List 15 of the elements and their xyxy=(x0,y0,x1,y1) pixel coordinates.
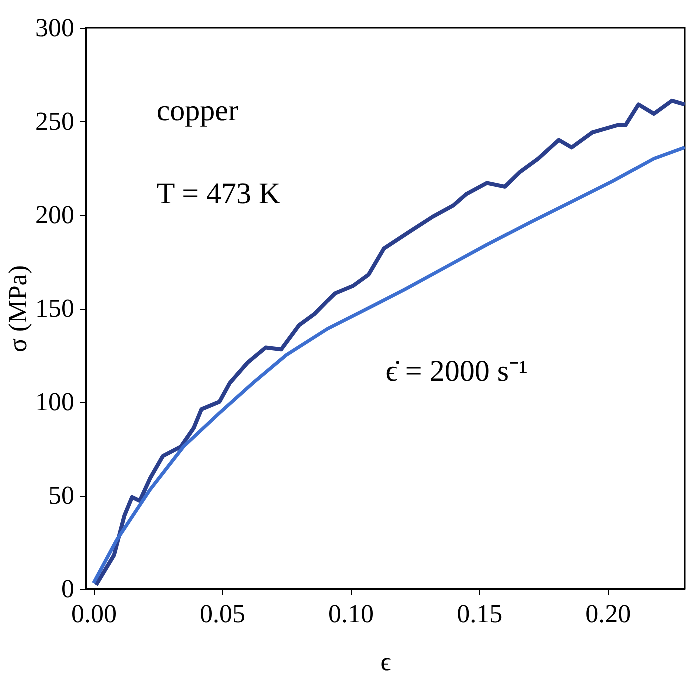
y-axis-title: σ (MPa) xyxy=(4,266,32,352)
x-tick-label: 0.05 xyxy=(200,600,246,628)
y-tick-label: 100 xyxy=(36,388,74,416)
y-tick-label: 50 xyxy=(48,481,74,510)
x-tick-label: 0.15 xyxy=(457,600,503,628)
annotation: ϵ̇ = 2000 s⁻¹ xyxy=(386,355,528,388)
x-tick-label: 0.10 xyxy=(328,600,374,628)
y-tick-label: 250 xyxy=(36,107,74,136)
y-tick-label: 200 xyxy=(36,200,74,230)
x-tick-label: 0.20 xyxy=(586,600,632,628)
annotation: T = 473 K xyxy=(156,178,282,210)
annotation: copper xyxy=(156,94,238,128)
y-tick-label: 150 xyxy=(36,294,74,323)
y-tick-label: 300 xyxy=(36,14,74,42)
x-axis-title: ϵ xyxy=(380,648,392,676)
